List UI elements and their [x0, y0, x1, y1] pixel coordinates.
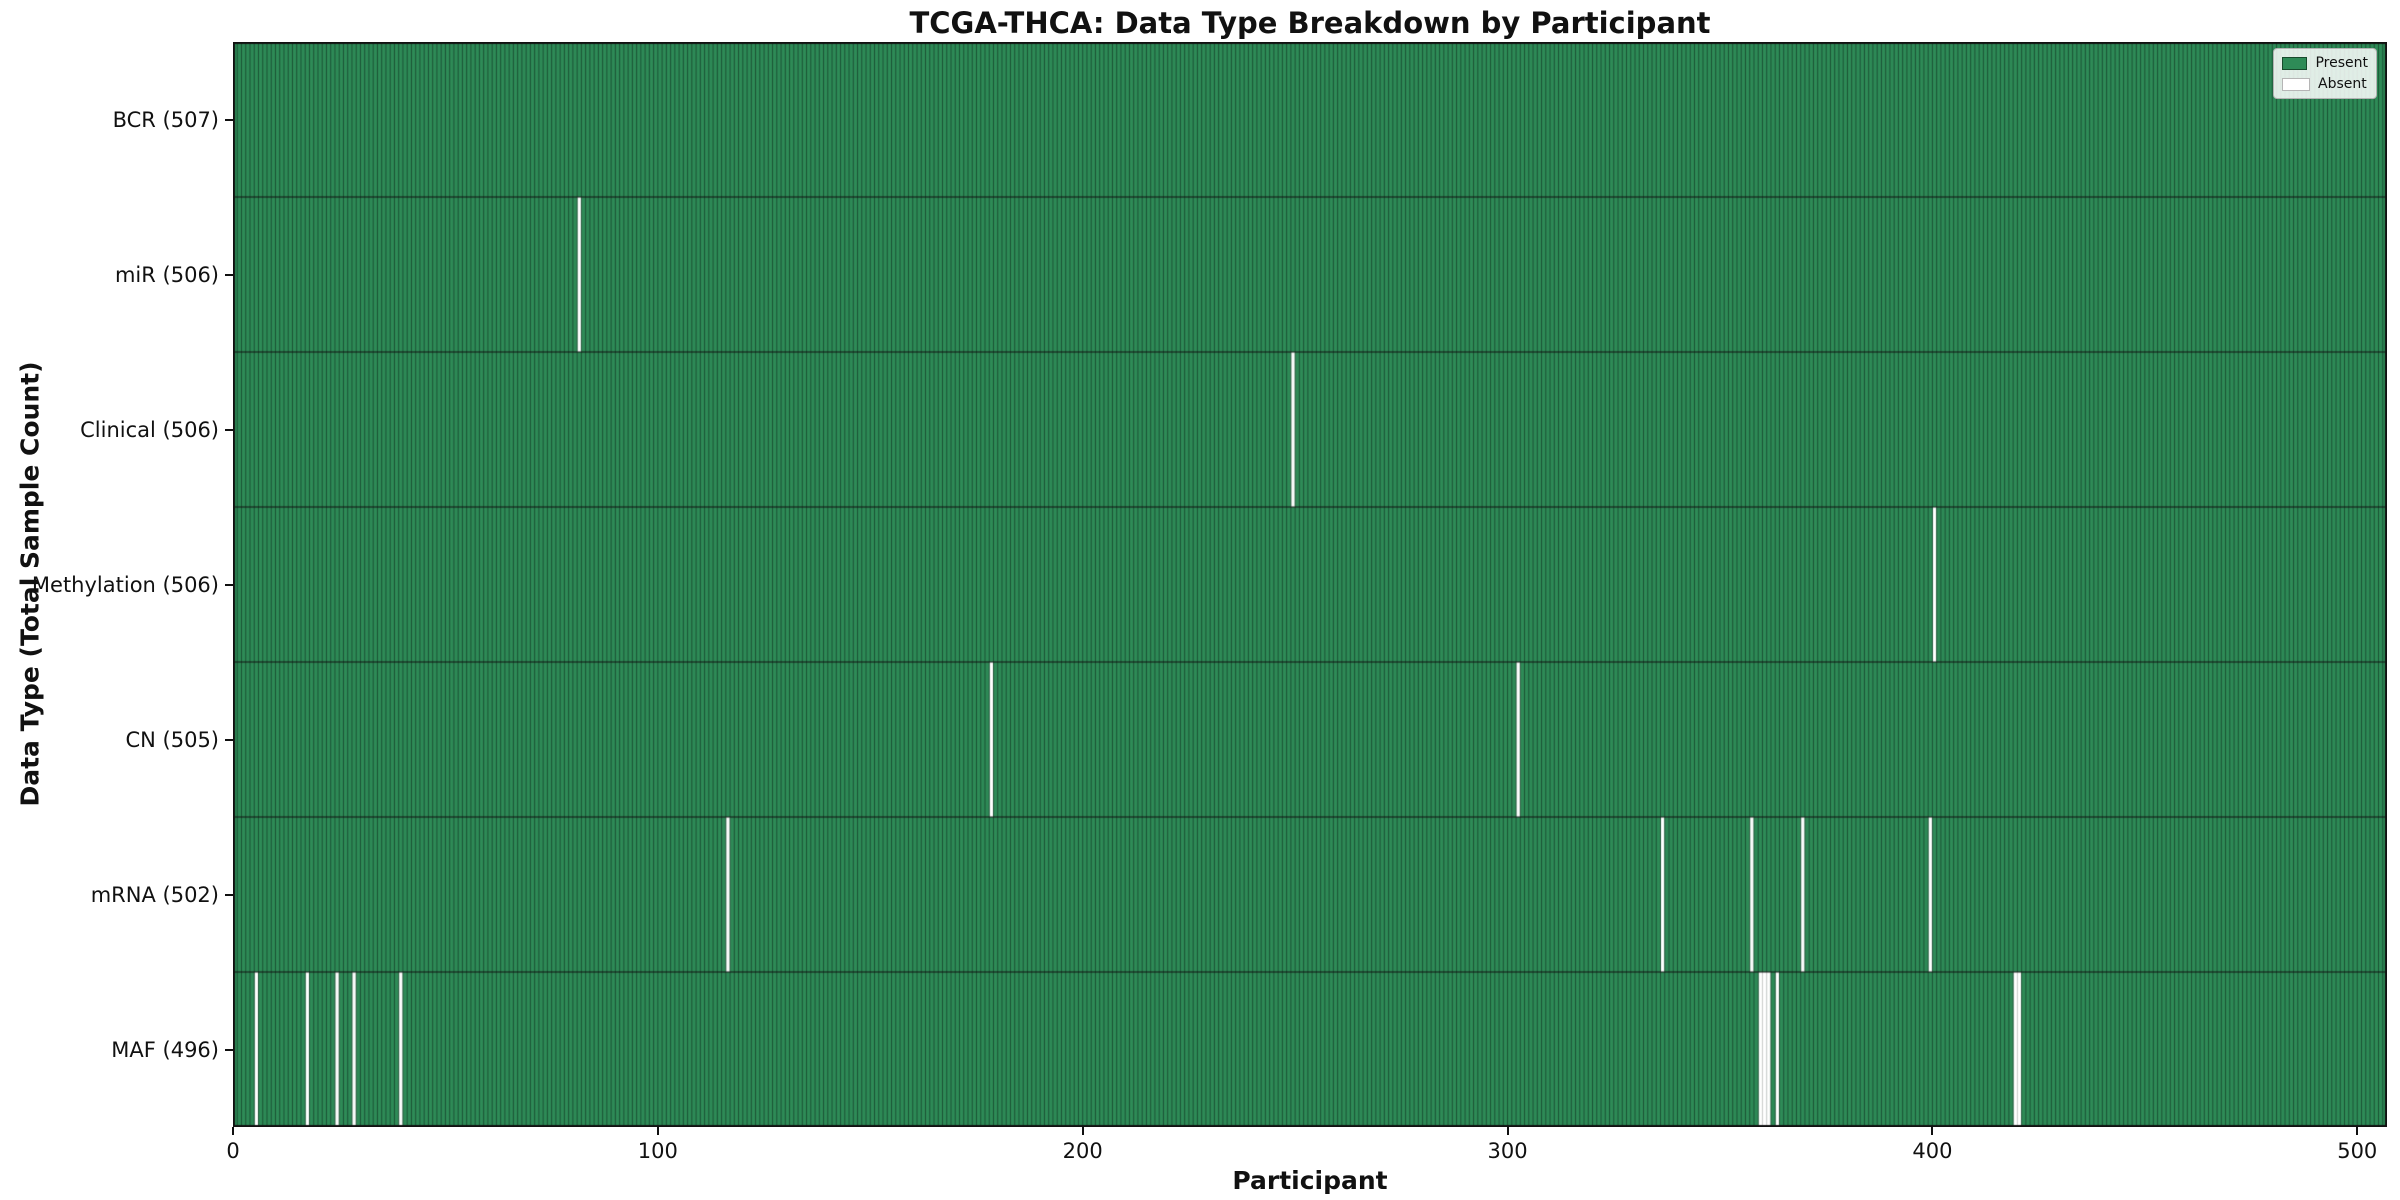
y-tick-mark — [225, 428, 233, 431]
y-tick-label-CN: CN (505) — [125, 727, 219, 752]
legend-absent-swatch-icon — [2282, 77, 2310, 91]
legend-present-swatch-icon — [2282, 56, 2308, 70]
x-tick-label-100: 100 — [637, 1139, 678, 1163]
y-tick-label-MAF: MAF (496) — [111, 1037, 219, 1062]
legend-item-present: Present — [2282, 55, 2368, 71]
legend-present-label: Present — [2315, 55, 2368, 71]
plot-area: Present Absent — [233, 42, 2387, 1127]
chart-title: TCGA-THCA: Data Type Breakdown by Partic… — [909, 6, 1711, 40]
y-tick-label-miR: miR (506) — [114, 262, 219, 287]
y-tick-mark — [225, 1048, 233, 1051]
legend-absent-label: Absent — [2318, 76, 2367, 92]
y-tick-mark — [225, 118, 233, 121]
y-tick-mark — [225, 738, 233, 741]
x-axis-label: Participant — [1232, 1166, 1388, 1195]
y-tick-label-BCR: BCR (507) — [112, 107, 219, 132]
x-tick-label-0: 0 — [226, 1139, 240, 1163]
legend-item-absent: Absent — [2282, 76, 2368, 92]
x-tick-label-500: 500 — [2337, 1139, 2378, 1163]
y-tick-mark — [225, 893, 233, 896]
x-tick-label-200: 200 — [1062, 1139, 1103, 1163]
y-tick-label-mRNA: mRNA (502) — [90, 882, 219, 907]
x-tick-mark — [1081, 1127, 1084, 1135]
x-tick-mark — [1506, 1127, 1509, 1135]
heatmap-canvas — [233, 42, 2387, 1127]
legend: Present Absent — [2273, 48, 2377, 99]
x-tick-label-300: 300 — [1487, 1139, 1528, 1163]
y-tick-mark — [225, 273, 233, 276]
x-tick-mark — [232, 1127, 234, 1135]
x-tick-mark — [1931, 1127, 1934, 1135]
y-tick-label-Clinical: Clinical (506) — [80, 417, 219, 442]
x-tick-mark — [2356, 1127, 2359, 1135]
y-tick-label-Methylation: Methylation (506) — [31, 572, 219, 597]
x-tick-label-400: 400 — [1912, 1139, 1953, 1163]
y-tick-mark — [225, 583, 233, 586]
x-tick-mark — [656, 1127, 659, 1135]
